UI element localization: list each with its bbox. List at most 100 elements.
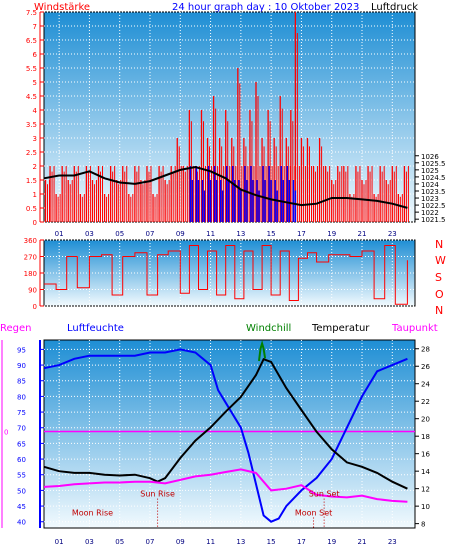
- windstaerke-tick-label: 4: [33, 107, 38, 115]
- bottom-x-tick-label: 17: [297, 538, 306, 546]
- moon-rise-label: Moon Rise: [72, 508, 113, 517]
- windstaerke-tick-label: 3: [33, 135, 37, 143]
- bottom-x-tick-label: 21: [358, 538, 367, 546]
- windstaerke-tick-label: 4.5: [26, 93, 37, 101]
- pressure-line: [43, 165, 408, 209]
- regen-tick-label: 0: [4, 428, 8, 436]
- top-x-tick-label: 09: [176, 230, 185, 238]
- windstaerke-tick-label: 2: [33, 163, 37, 171]
- page-title: 24 hour graph day : 10 Oktober 2023: [172, 2, 359, 13]
- top-x-tick-label: 03: [85, 230, 94, 238]
- top-x-tick-label: 23: [388, 230, 397, 238]
- luftfeuchte-tick-label: 40: [17, 519, 26, 527]
- series-line-taupunkt: [43, 468, 408, 503]
- bottom-x-tick-label: 19: [327, 538, 336, 546]
- luftdruck-tick-label: 1023: [421, 195, 439, 203]
- regen-axis: 0: [4, 428, 8, 436]
- direction-axis: 0 90 180 270 360: [24, 237, 44, 311]
- luftfeuchte-tick-label: 95: [17, 346, 26, 354]
- top-x-tick-label: 19: [327, 230, 336, 238]
- luftfeuchte-label: Luftfeuchte: [67, 323, 124, 334]
- luftfeuchte-tick-label: 80: [17, 393, 26, 401]
- bottom-x-tick-label: 05: [115, 538, 124, 546]
- taupunkt-label: Taupunkt: [391, 323, 438, 334]
- windstaerke-tick-label: 6.5: [26, 37, 37, 45]
- windstaerke-tick-label: 0: [33, 219, 37, 227]
- moon-set-label: Moon Set: [295, 508, 332, 517]
- luftfeuchte-tick-label: 70: [17, 425, 26, 433]
- windstaerke-label: Windstärke: [34, 2, 90, 13]
- luftfeuchte-tick-label: 55: [17, 472, 26, 480]
- top-x-tick-label: 21: [358, 230, 367, 238]
- direction-label-n2: N: [435, 304, 443, 317]
- top-x-tick-label: 15: [267, 230, 276, 238]
- luftdruck-tick-label: 1026: [421, 153, 439, 161]
- luftdruck-tick-label: 1024: [421, 181, 439, 189]
- top-x-tick-label: 07: [146, 230, 155, 238]
- luftfeuchte-tick-label: 85: [17, 378, 26, 386]
- temperatur-tick-label: 24: [421, 381, 430, 389]
- direction-label-n1: N: [435, 238, 443, 251]
- direction-tick-label: 270: [24, 254, 37, 262]
- sun-moon-markers: [157, 498, 325, 528]
- temperatur-tick-label: 28: [421, 346, 430, 354]
- windstaerke-tick-label: 7.5: [26, 9, 37, 17]
- luftdruck-tick-label: 1022.5: [421, 202, 446, 210]
- direction-tick-label: 180: [24, 270, 37, 278]
- temperatur-tick-label: 8: [421, 521, 425, 529]
- bottom-grid: [44, 340, 415, 528]
- windstaerke-tick-label: 6: [33, 51, 38, 59]
- windstaerke-tick-label: 3.5: [26, 121, 37, 129]
- top-x-axis: 01 03 05 07 09 11 13 15 17 19 21 23: [55, 230, 397, 238]
- sun-rise-label: Sun Rise: [140, 490, 175, 499]
- windstaerke-tick-label: 1.5: [26, 177, 37, 185]
- temperatur-tick-label: 12: [421, 486, 430, 494]
- luftfeuchte-tick-label: 45: [17, 503, 26, 511]
- temperatur-tick-label: 26: [421, 363, 430, 371]
- luftfeuchte-tick-label: 75: [17, 409, 26, 417]
- top-x-tick-label: 01: [55, 230, 64, 238]
- top-x-tick-label: 05: [115, 230, 124, 238]
- temperatur-tick-label: 18: [421, 433, 430, 441]
- windstaerke-tick-label: 0.5: [26, 205, 37, 213]
- luftdruck-tick-label: 1021.5: [421, 216, 446, 224]
- bottom-series: [43, 339, 408, 523]
- windstaerke-tick-label: 5: [33, 79, 37, 87]
- series-line-temperatur: [43, 357, 408, 490]
- direction-tick-label: 90: [28, 287, 37, 295]
- bottom-x-tick-label: 23: [388, 538, 397, 546]
- bottom-x-tick-label: 01: [55, 538, 64, 546]
- top-x-tick-label: 11: [206, 230, 215, 238]
- luftfeuchte-tick-label: 50: [17, 487, 26, 495]
- direction-label-o: O: [435, 288, 444, 301]
- bottom-x-tick-label: 11: [206, 538, 215, 546]
- temperatur-axis: 8 10 12 14 16 18 20 22 24 26 28: [415, 346, 430, 529]
- luftfeuchte-tick-label: 65: [17, 440, 26, 448]
- top-x-tick-label: 13: [236, 230, 245, 238]
- windstaerke-tick-label: 7: [33, 23, 37, 31]
- bottom-x-tick-label: 03: [85, 538, 94, 546]
- bottom-x-tick-label: 09: [176, 538, 185, 546]
- luftdruck-label: Luftdruck: [371, 2, 418, 13]
- temperatur-tick-label: 14: [421, 468, 430, 476]
- luftfeuchte-tick-label: 60: [17, 456, 26, 464]
- series-line-luftfeuchte: [43, 348, 408, 523]
- direction-label-w: W: [435, 254, 446, 267]
- windstaerke-tick-label: 1: [33, 191, 37, 199]
- bottom-x-tick-label: 07: [146, 538, 155, 546]
- luftdruck-tick-label: 1022: [421, 209, 439, 217]
- windstaerke-tick-label: 2.5: [26, 149, 37, 157]
- temperatur-label: Temperatur: [311, 323, 370, 334]
- top-x-tick-label: 17: [297, 230, 306, 238]
- series-line-windchill: [258, 339, 267, 362]
- temperatur-tick-label: 16: [421, 451, 430, 459]
- luftdruck-tick-label: 1025.5: [421, 160, 446, 168]
- bottom-x-axis: 01 03 05 07 09 11 13 15 17 19 21 23: [55, 538, 397, 546]
- luftfeuchte-tick-label: 90: [17, 362, 26, 370]
- temperatur-tick-label: 20: [421, 416, 430, 424]
- bottom-x-tick-label: 13: [236, 538, 245, 546]
- luftdruck-tick-label: 1025: [421, 167, 439, 175]
- luftdruck-tick-label: 1024.5: [421, 174, 446, 182]
